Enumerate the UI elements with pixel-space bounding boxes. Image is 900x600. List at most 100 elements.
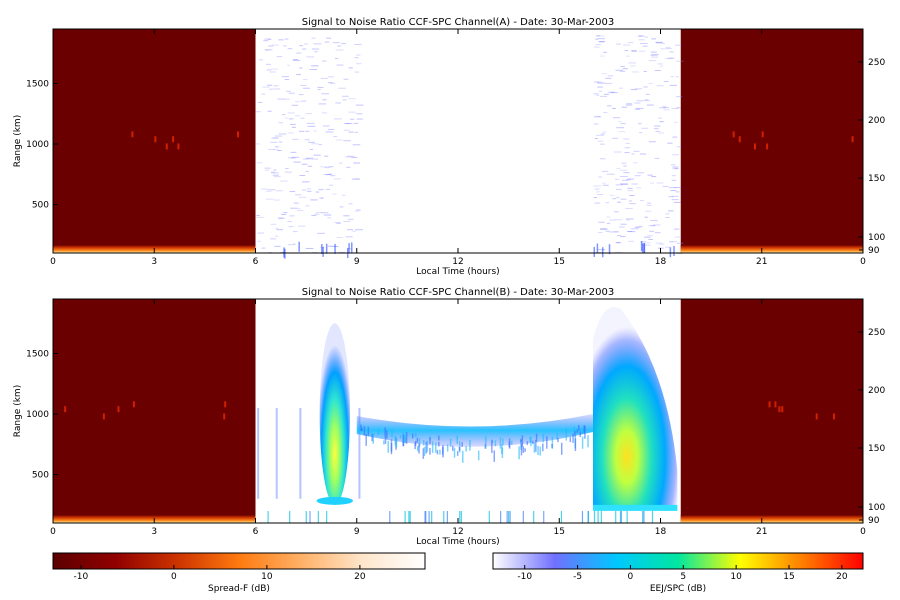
fringe xyxy=(522,446,525,453)
colorbar-label: Spread-F (dB) xyxy=(208,584,270,594)
sporadic-echo xyxy=(102,413,105,420)
weak-echo xyxy=(298,196,307,198)
weak-echo xyxy=(271,172,279,174)
weak-echo xyxy=(325,174,332,176)
weak-echo xyxy=(350,118,355,120)
weak-echo xyxy=(643,86,648,88)
weak-echo xyxy=(626,179,631,181)
weak-echo xyxy=(646,204,652,206)
fringe xyxy=(493,450,496,462)
vertical-streak xyxy=(275,407,278,499)
weak-echo xyxy=(659,243,665,245)
weak-echo xyxy=(594,188,600,190)
weak-echo xyxy=(659,107,667,109)
fringe xyxy=(574,438,577,452)
weak-echo xyxy=(306,188,312,190)
fringe xyxy=(582,427,584,435)
weak-echo xyxy=(256,215,260,217)
weak-echo xyxy=(639,132,643,134)
low-spike xyxy=(389,511,391,523)
y-tick-label: 1000 xyxy=(26,140,49,150)
low-spike xyxy=(643,511,645,523)
weak-echo xyxy=(278,133,287,135)
weak-echo xyxy=(345,123,353,125)
weak-echo xyxy=(627,178,635,180)
weak-echo xyxy=(260,188,268,190)
weak-echo xyxy=(603,51,608,53)
weak-echo xyxy=(311,37,316,39)
weak-echo xyxy=(595,38,599,40)
weak-echo xyxy=(671,199,679,201)
weak-echo xyxy=(284,117,289,119)
fringe xyxy=(532,440,534,444)
fringe xyxy=(453,447,456,458)
weak-echo xyxy=(673,201,681,203)
weak-echo xyxy=(634,102,641,104)
weak-echo xyxy=(286,90,291,92)
fringe xyxy=(577,424,580,431)
weak-echo xyxy=(273,169,277,171)
weak-echo xyxy=(278,217,284,219)
weak-echo xyxy=(277,150,282,152)
weak-echo xyxy=(671,175,676,177)
weak-echo xyxy=(276,229,283,231)
weak-echo xyxy=(672,166,679,168)
low-spike xyxy=(508,511,510,523)
fringe xyxy=(579,431,582,437)
weak-echo xyxy=(295,101,300,103)
weak-echo xyxy=(669,84,678,86)
weak-echo xyxy=(287,112,295,114)
fringe xyxy=(418,443,420,454)
weak-echo xyxy=(265,169,269,171)
weak-echo-region xyxy=(255,37,364,259)
weak-echo xyxy=(614,219,623,221)
weak-echo xyxy=(313,154,321,156)
weak-echo xyxy=(343,78,349,80)
weak-echo xyxy=(292,243,296,245)
weak-echo xyxy=(637,35,645,37)
weak-echo xyxy=(310,199,318,201)
weak-echo xyxy=(620,66,625,68)
weak-echo xyxy=(644,244,651,246)
weak-echo xyxy=(287,64,291,66)
panel-b: Signal to Noise Ratio CCF-SPC Channel(B)… xyxy=(13,287,885,547)
fringe xyxy=(429,437,431,444)
night-block xyxy=(53,299,256,523)
weak-echo xyxy=(288,226,294,228)
colorbar-rect xyxy=(52,552,426,570)
fringe xyxy=(584,425,586,439)
fringe xyxy=(520,443,523,456)
weak-echo xyxy=(653,224,661,226)
weak-echo xyxy=(625,142,630,144)
right-tick-label: 90 xyxy=(868,246,880,256)
x-tick-label: 9 xyxy=(354,527,360,537)
weak-echo xyxy=(314,213,320,215)
weak-echo xyxy=(300,117,305,119)
weak-echo xyxy=(654,125,661,127)
weak-echo xyxy=(633,150,640,152)
sporadic-echo xyxy=(223,413,226,420)
fringe xyxy=(363,426,366,436)
weak-echo xyxy=(333,135,338,137)
weak-echo xyxy=(602,182,606,184)
weak-echo xyxy=(593,123,599,125)
low-spike xyxy=(533,511,535,523)
weak-echo xyxy=(321,212,329,214)
weak-echo xyxy=(292,59,299,61)
weak-echo xyxy=(614,151,622,153)
fringe xyxy=(446,444,449,452)
fringe xyxy=(426,440,429,452)
y-axis-label: Range (km) xyxy=(13,385,23,437)
vertical-streak xyxy=(257,407,260,499)
fringe xyxy=(556,432,559,436)
fringe xyxy=(557,437,559,443)
weak-echo xyxy=(628,200,632,202)
weak-echo xyxy=(676,146,682,148)
weak-echo xyxy=(268,148,275,150)
low-spike xyxy=(626,511,628,523)
weak-echo xyxy=(333,178,341,180)
weak-echo xyxy=(609,194,615,196)
fringe xyxy=(431,441,434,453)
weak-echo xyxy=(352,230,356,232)
sporadic-echo xyxy=(117,406,120,413)
